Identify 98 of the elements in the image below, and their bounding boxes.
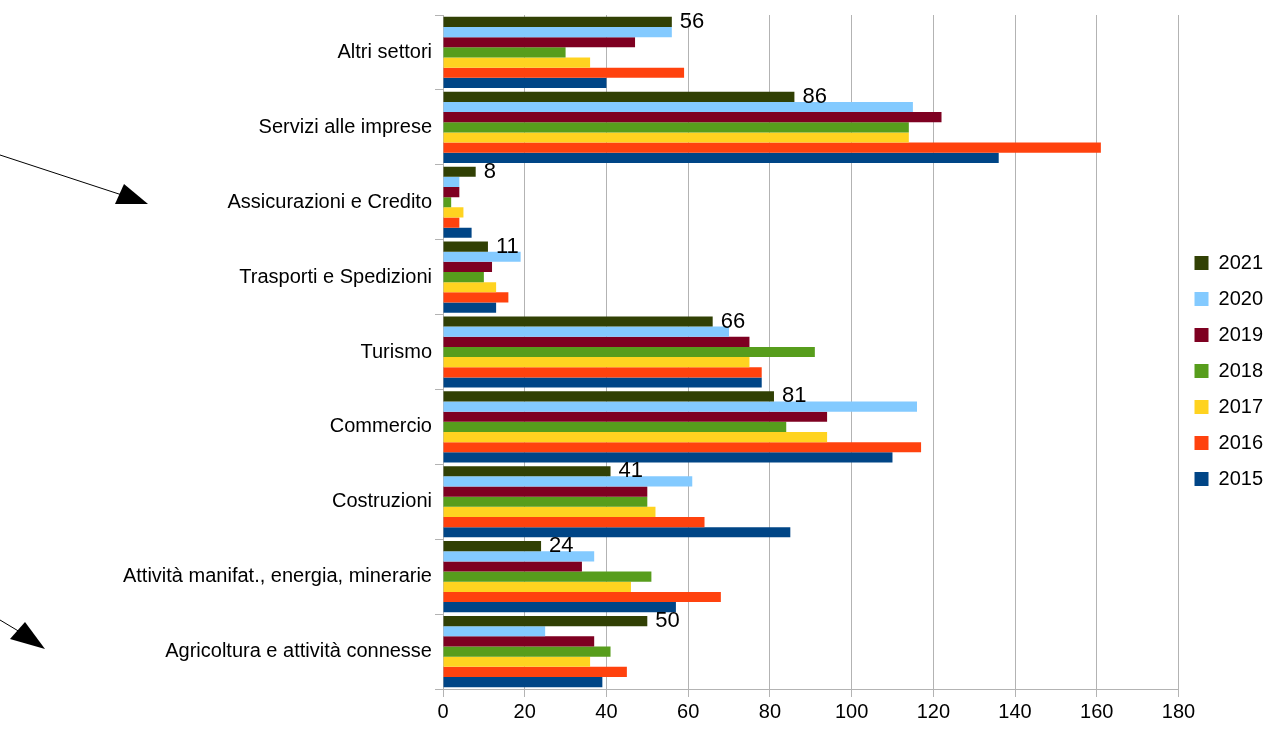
y-tick-label: Trasporti e Spedizioni [239, 264, 432, 287]
bar [443, 346, 815, 358]
bar [443, 541, 542, 552]
y-tick-label: Turismo [360, 339, 432, 362]
bar [443, 132, 909, 143]
data-label: 41 [618, 457, 644, 483]
x-tick-label: 60 [677, 699, 700, 722]
bar [443, 166, 476, 177]
bar [443, 207, 464, 218]
x-tick-label: 20 [513, 699, 536, 722]
data-label: 56 [679, 8, 705, 34]
x-tick-label: 160 [1080, 699, 1114, 722]
bar [443, 77, 607, 89]
bar [443, 636, 595, 647]
bar [443, 122, 909, 133]
bar [443, 227, 472, 238]
data-label: 50 [655, 607, 680, 633]
data-label: 86 [802, 82, 827, 108]
x-tick-label: 100 [834, 699, 869, 722]
y-tick-label: Servizi alle imprese [258, 114, 432, 137]
bar [443, 217, 460, 228]
bar [443, 527, 791, 538]
bar [443, 241, 488, 252]
bar [443, 626, 546, 637]
y-tick-label: Costruzioni [331, 489, 432, 512]
bar [443, 326, 730, 337]
bar [443, 551, 595, 562]
x-tick-label: 40 [595, 699, 618, 722]
bar [443, 571, 652, 582]
x-tick-label: 120 [916, 699, 951, 722]
x-tick-label: 0 [437, 699, 449, 722]
bar [443, 452, 893, 463]
x-tick-label: 180 [1161, 699, 1196, 722]
bar [443, 476, 693, 487]
bar [443, 486, 648, 497]
bar [443, 251, 521, 262]
bar [443, 336, 750, 347]
bar [443, 431, 828, 443]
bar [443, 581, 631, 592]
x-tick-label: 140 [998, 699, 1032, 722]
bar [443, 142, 1101, 153]
y-tick-label: Altri settori [337, 39, 432, 62]
bar [443, 47, 566, 58]
y-tick-label: Assicurazioni e Credito [227, 189, 432, 212]
bar [443, 67, 685, 78]
bar [443, 101, 913, 113]
legend-label: 2016 [1218, 430, 1264, 453]
data-label: 11 [495, 232, 519, 258]
bar [443, 152, 999, 163]
legend-label: 2019 [1218, 322, 1264, 345]
y-tick-label: Agricoltura e attività connesse [165, 639, 432, 662]
y-tick-label: Commercio [329, 414, 432, 437]
bar [443, 466, 611, 477]
bar [443, 421, 787, 432]
bar [443, 615, 648, 627]
bar [443, 292, 509, 303]
bar [443, 16, 672, 28]
data-label: 24 [549, 532, 574, 558]
bar [443, 401, 917, 412]
bar [443, 377, 762, 388]
bar [443, 186, 460, 198]
bar [443, 272, 484, 283]
bar [443, 517, 705, 528]
legend-label: 2017 [1218, 394, 1264, 417]
bar [443, 112, 942, 123]
bar [443, 506, 656, 518]
bar [443, 302, 497, 313]
y-tick-label: Attività manifat., energia, minerarie [122, 564, 432, 587]
x-tick-label: 80 [758, 699, 782, 722]
bar [443, 646, 611, 657]
bar [443, 561, 582, 572]
bar [443, 197, 452, 208]
data-label: 81 [781, 382, 807, 408]
bar [443, 37, 636, 48]
legend-label: 2021 [1218, 250, 1264, 273]
bar [443, 176, 460, 187]
legend-label: 2020 [1218, 286, 1264, 309]
bar [443, 591, 721, 603]
bar [443, 391, 774, 402]
bar [443, 91, 795, 102]
bar [443, 357, 750, 368]
bar [443, 367, 762, 378]
bar [443, 442, 922, 453]
bar [443, 666, 627, 677]
bar [443, 496, 648, 507]
bar [443, 676, 603, 688]
bar [443, 411, 828, 422]
bar [443, 57, 591, 68]
data-label: 66 [720, 307, 746, 333]
bar [443, 261, 493, 273]
bar [443, 316, 713, 327]
legend-label: 2018 [1218, 358, 1264, 381]
data-label: 8 [483, 157, 496, 183]
bar [443, 27, 672, 38]
legend-label: 2015 [1218, 466, 1264, 489]
bar [443, 656, 591, 667]
bar [443, 282, 497, 293]
bar [443, 602, 676, 613]
